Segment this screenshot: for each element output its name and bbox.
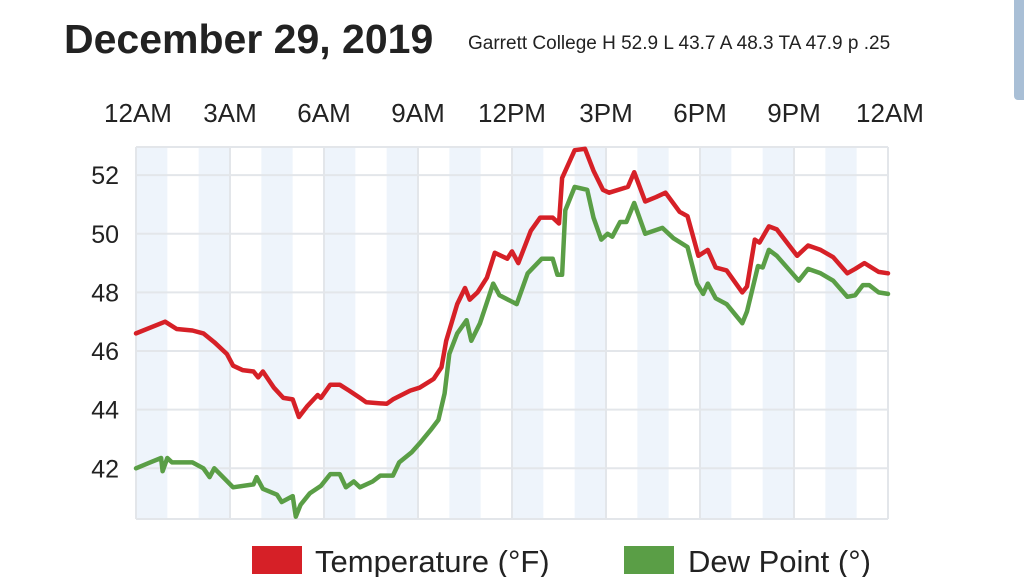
legend-swatch-dew-point <box>624 546 674 574</box>
station-summary: Garrett College H 52.9 L 43.7 A 48.3 TA … <box>468 33 891 54</box>
y-axis-ticks: 42 44 46 48 50 52 <box>91 162 119 483</box>
y-tick-label: 46 <box>91 338 119 366</box>
x-tick-label: 6PM <box>673 98 726 128</box>
hour-band <box>825 147 857 519</box>
legend-label-dew-point: Dew Point (°) <box>688 544 871 577</box>
x-tick-label: 9AM <box>391 98 444 128</box>
temperature-line <box>133 146 891 420</box>
hour-band <box>386 147 418 519</box>
chart-title: December 29, 2019 <box>64 16 434 62</box>
x-tick-label: 12AM <box>104 98 172 128</box>
x-tick-label: 6AM <box>297 98 350 128</box>
hour-band <box>512 147 544 519</box>
dew-point-line <box>133 184 891 519</box>
legend-label-temperature: Temperature (°F) <box>315 544 550 577</box>
hour-band <box>637 147 669 519</box>
hour-band <box>324 147 356 519</box>
y-tick-label: 52 <box>91 162 119 190</box>
hour-band <box>261 147 293 519</box>
hour-band <box>700 147 732 519</box>
series-lines <box>133 146 891 519</box>
x-tick-label: 9PM <box>767 98 820 128</box>
y-tick-label: 50 <box>91 221 119 249</box>
x-tick-label: 3AM <box>203 98 256 128</box>
x-tick-label: 3PM <box>579 98 632 128</box>
y-tick-label: 42 <box>91 455 119 483</box>
x-tick-label: 12PM <box>478 98 546 128</box>
hour-band <box>762 147 794 519</box>
y-tick-label: 44 <box>91 397 119 425</box>
x-tick-label: 12AM <box>856 98 924 128</box>
x-axis-ticks: 12AM 3AM 6AM 9AM 12PM 3PM 6PM 9PM 12AM <box>104 98 924 128</box>
scrollbar[interactable] <box>1014 0 1024 100</box>
legend-swatch-temperature <box>252 546 302 574</box>
legend: Temperature (°F) Dew Point (°) <box>252 544 871 577</box>
y-tick-label: 48 <box>91 279 119 307</box>
hour-bands <box>136 147 857 519</box>
